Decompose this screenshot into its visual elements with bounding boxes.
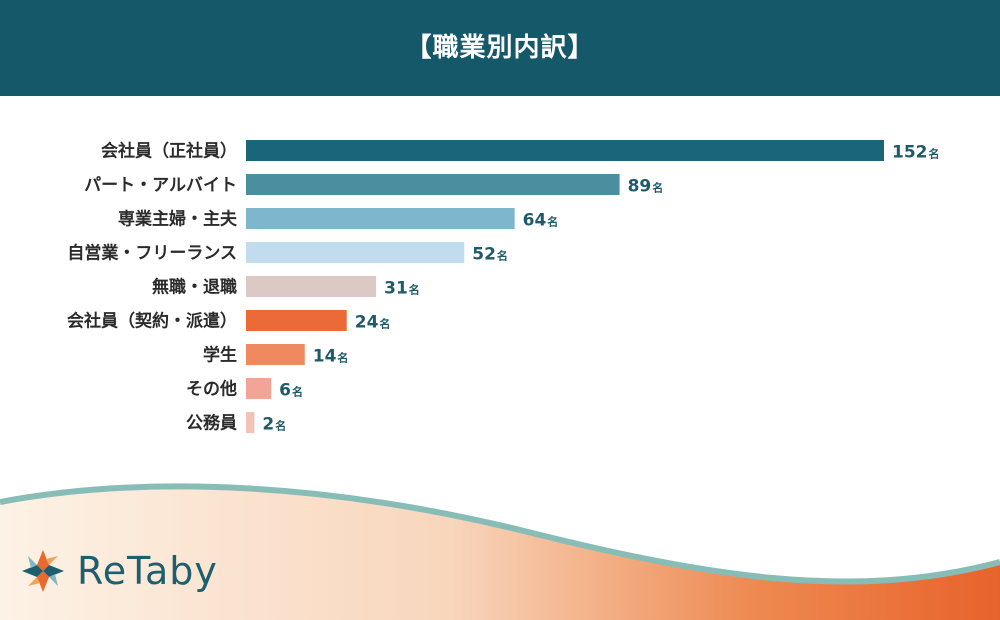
bar bbox=[246, 208, 515, 229]
category-label: パート・アルバイト bbox=[84, 176, 237, 196]
header-bar: 【職業別内訳】 bbox=[0, 0, 1000, 96]
category-label: 会社員（正社員） bbox=[101, 141, 237, 162]
bar bbox=[246, 140, 884, 161]
bar bbox=[246, 344, 305, 365]
value-label: 52名 bbox=[472, 245, 508, 265]
bar bbox=[246, 242, 465, 263]
value-label: 89名 bbox=[628, 177, 664, 197]
bar bbox=[246, 174, 620, 195]
bar bbox=[246, 310, 347, 331]
category-label: 自営業・フリーランス bbox=[67, 243, 237, 264]
value-label: 24名 bbox=[355, 313, 391, 333]
wave-line-teal bbox=[0, 483, 1000, 585]
retaby-logo-icon bbox=[22, 550, 64, 592]
wave-fill bbox=[0, 486, 1000, 620]
value-label: 152名 bbox=[892, 143, 940, 163]
category-label: その他 bbox=[186, 379, 237, 400]
category-label: 学生 bbox=[203, 345, 237, 366]
value-label: 14名 bbox=[313, 347, 349, 367]
category-label: 会社員（契約・派遣） bbox=[67, 311, 237, 332]
bar bbox=[246, 378, 272, 399]
brand-name: ReTaby bbox=[77, 549, 218, 593]
category-label: 無職・退職 bbox=[152, 277, 237, 298]
value-label: 6名 bbox=[279, 381, 303, 401]
bar bbox=[246, 276, 377, 297]
value-label: 64名 bbox=[523, 211, 559, 231]
category-label: 公務員 bbox=[186, 413, 237, 434]
category-label: 専業主婦・主夫 bbox=[118, 209, 238, 230]
footer-wave bbox=[0, 483, 1000, 620]
value-label: 2名 bbox=[262, 415, 286, 435]
page-title: 【職業別内訳】 bbox=[405, 33, 595, 63]
bar bbox=[246, 412, 255, 433]
value-label: 31名 bbox=[384, 279, 420, 299]
